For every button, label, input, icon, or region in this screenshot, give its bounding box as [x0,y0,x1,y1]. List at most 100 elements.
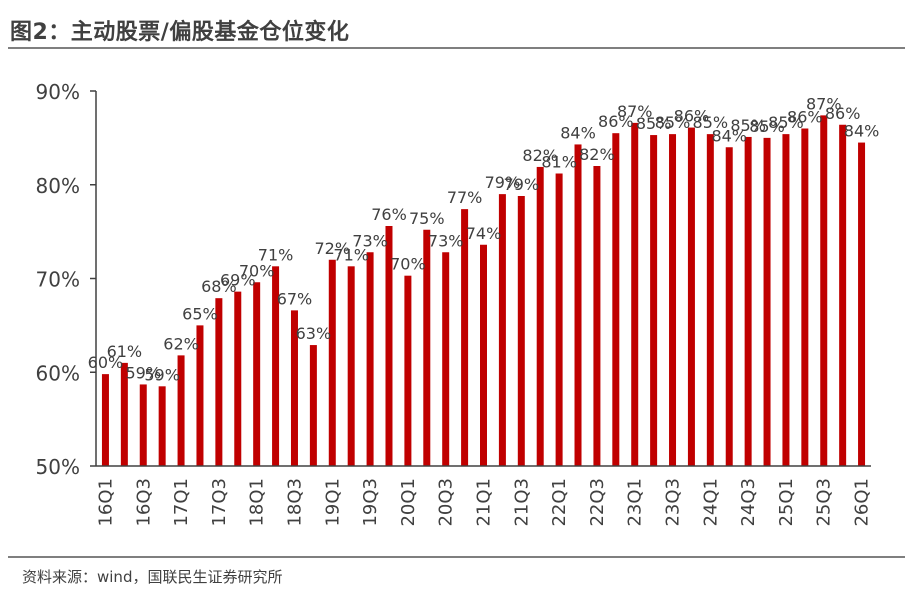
data-label-16Q4: 59% [144,365,180,384]
x-tick-label: 26Q1 [852,478,873,527]
data-label-21Q1: 74% [466,224,502,243]
bar-23Q1 [631,122,639,466]
data-label-19Q3: 73% [352,231,388,250]
bar-16Q3 [139,384,147,466]
bar-20Q1 [404,275,412,466]
data-labels-group: 60%61%59%59%62%65%68%69%70%71%67%63%72%7… [88,94,880,384]
x-tick-label: 22Q1 [549,478,570,527]
data-label-22Q2: 84% [560,123,596,142]
data-label-22Q1: 81% [541,153,577,172]
x-tick-label: 16Q3 [133,478,154,527]
data-label-24Q1: 85% [693,113,729,132]
data-label-17Q3: 68% [201,277,237,296]
x-tick-label: 18Q1 [247,478,268,527]
data-label-17Q2: 65% [182,304,218,323]
x-tick-label: 19Q1 [322,478,343,527]
x-tick-label: 24Q1 [700,478,721,527]
data-label-21Q3: 79% [504,175,540,194]
data-label-17Q4: 69% [220,271,256,290]
x-tick-label: 19Q3 [360,478,381,527]
x-tick-label: 20Q3 [436,478,457,527]
bar-18Q4 [309,345,317,466]
x-tick-label: 24Q3 [738,478,759,527]
bar-20Q3 [442,252,450,466]
bar-18Q1 [253,282,261,466]
y-axis: 50% 60% 70% 80% 90% [36,80,97,479]
y-tick-label: 80% [36,174,80,198]
bar-23Q3 [669,134,677,466]
data-label-26Q1: 84% [844,122,880,141]
data-label-22Q4: 86% [598,112,634,131]
bar-22Q1 [555,173,563,466]
bar-17Q3 [215,298,223,466]
bar-25Q1 [782,134,790,466]
x-tick-label: 16Q1 [95,478,116,527]
bar-17Q4 [234,291,242,466]
bar-26Q1 [858,142,866,466]
bar-19Q4 [385,226,393,466]
y-tick-label: 70% [36,268,80,292]
data-label-20Q1: 70% [390,255,426,274]
data-label-22Q3: 82% [579,145,615,164]
data-label-18Q2: 71% [258,245,294,264]
x-tick-label: 23Q1 [625,478,646,527]
data-label-17Q1: 62% [163,334,199,353]
x-tick-label: 17Q3 [209,478,230,527]
x-tick-label: 18Q3 [284,478,305,527]
x-tick-label: 21Q1 [474,478,495,527]
source-divider [8,556,905,558]
bar-19Q2 [347,266,355,466]
data-label-23Q2: 85% [636,114,672,133]
bar-23Q4 [687,127,695,466]
data-label-20Q4: 77% [447,188,483,207]
bar-20Q4 [461,209,469,466]
bar-18Q3 [290,310,298,466]
data-label-19Q1: 72% [314,239,350,258]
data-label-23Q1: 87% [617,102,653,121]
data-label-18Q3: 67% [277,289,313,308]
bar-19Q1 [328,259,336,466]
bar-16Q4 [158,386,166,466]
bar-21Q3 [517,196,525,466]
bar-24Q2 [725,147,733,466]
bar-16Q2 [120,362,128,466]
data-label-25Q2: 86% [787,108,823,127]
bar-17Q2 [196,325,204,466]
x-tick-label: 22Q3 [587,478,608,527]
bar-20Q2 [423,229,431,466]
x-tick-label: 17Q1 [171,478,192,527]
bar-23Q2 [650,135,658,466]
bar-17Q1 [177,355,185,466]
data-label-24Q2: 84% [711,126,747,145]
bars-group [101,115,866,466]
x-tick-label: 21Q3 [511,478,532,527]
data-label-19Q4: 76% [371,205,407,224]
data-label-16Q2: 61% [107,342,143,361]
x-tick-label: 20Q1 [398,478,419,527]
data-label-16Q3: 59% [125,363,161,382]
data-label-25Q4: 86% [825,104,861,123]
data-label-25Q3: 87% [806,94,842,113]
bar-18Q2 [272,266,280,466]
data-label-20Q3: 73% [428,231,464,250]
source-note: 资料来源：wind，国联民生证券研究所 [22,568,283,586]
bar-16Q1 [101,374,109,466]
data-label-25Q1: 85% [768,113,804,132]
bar-22Q2 [574,144,582,466]
y-tick-label: 90% [36,80,80,104]
data-label-23Q3: 85% [655,113,691,132]
bar-21Q1 [480,244,487,466]
y-tick-label: 60% [36,361,80,385]
bar-24Q3 [744,136,752,466]
bar-19Q3 [366,252,374,466]
chart-title: 图2：主动股票/偏股基金仓位变化 [10,20,350,45]
data-label-20Q2: 75% [409,209,445,228]
y-tick-label: 50% [36,455,80,479]
x-axis: 16Q1 16Q3 17Q1 17Q3 18Q1 18Q3 19Q1 19Q3 20Q1 20Q3… [95,465,873,527]
data-label-23Q4: 86% [674,107,710,126]
x-tick-label: 25Q3 [814,478,835,527]
bar-25Q2 [801,128,809,466]
data-label-24Q3: 85% [730,116,766,135]
bar-22Q4 [612,133,620,466]
